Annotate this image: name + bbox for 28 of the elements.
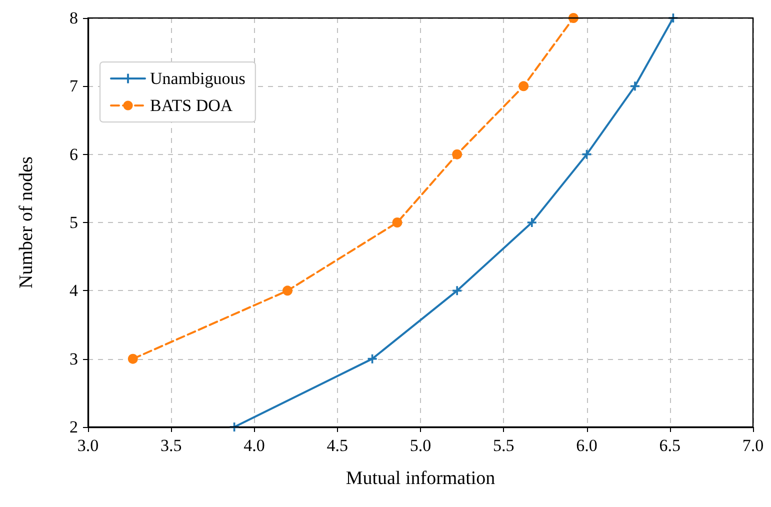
x-tick-label: 5.0	[410, 436, 432, 455]
y-tick-label: 2	[70, 418, 78, 436]
x-tick-label: 4.0	[244, 436, 265, 455]
x-tick-label: 6.5	[659, 436, 680, 455]
y-tick-label: 6	[70, 144, 78, 164]
x-axis-title: Mutual information	[346, 468, 496, 489]
x-tick-label: 7.0	[742, 436, 764, 455]
y-tick-label: 3	[70, 349, 78, 368]
point	[518, 81, 529, 92]
point	[392, 218, 402, 228]
x-tick-label: 3.0	[77, 436, 99, 455]
x-tick-label: 3.5	[160, 436, 182, 455]
x-tick-label: 4.5	[326, 436, 348, 455]
legend-label: Unambiguous	[150, 69, 246, 88]
point	[452, 149, 462, 160]
x-tick-label: 6.0	[576, 436, 598, 455]
legend-label: BATS DOA	[150, 96, 234, 115]
x-tick-label: 5.5	[493, 436, 514, 455]
point	[128, 354, 138, 364]
y-tick-label: 5	[70, 213, 78, 232]
point	[452, 286, 462, 296]
y-tick-label: 4	[70, 281, 78, 300]
y-tick-label: 7	[70, 76, 78, 96]
y-tick-label: 8	[70, 8, 78, 28]
y-axis-title: Number of nodes	[16, 156, 37, 288]
point	[527, 218, 536, 227]
point	[630, 82, 640, 91]
point	[282, 286, 292, 296]
